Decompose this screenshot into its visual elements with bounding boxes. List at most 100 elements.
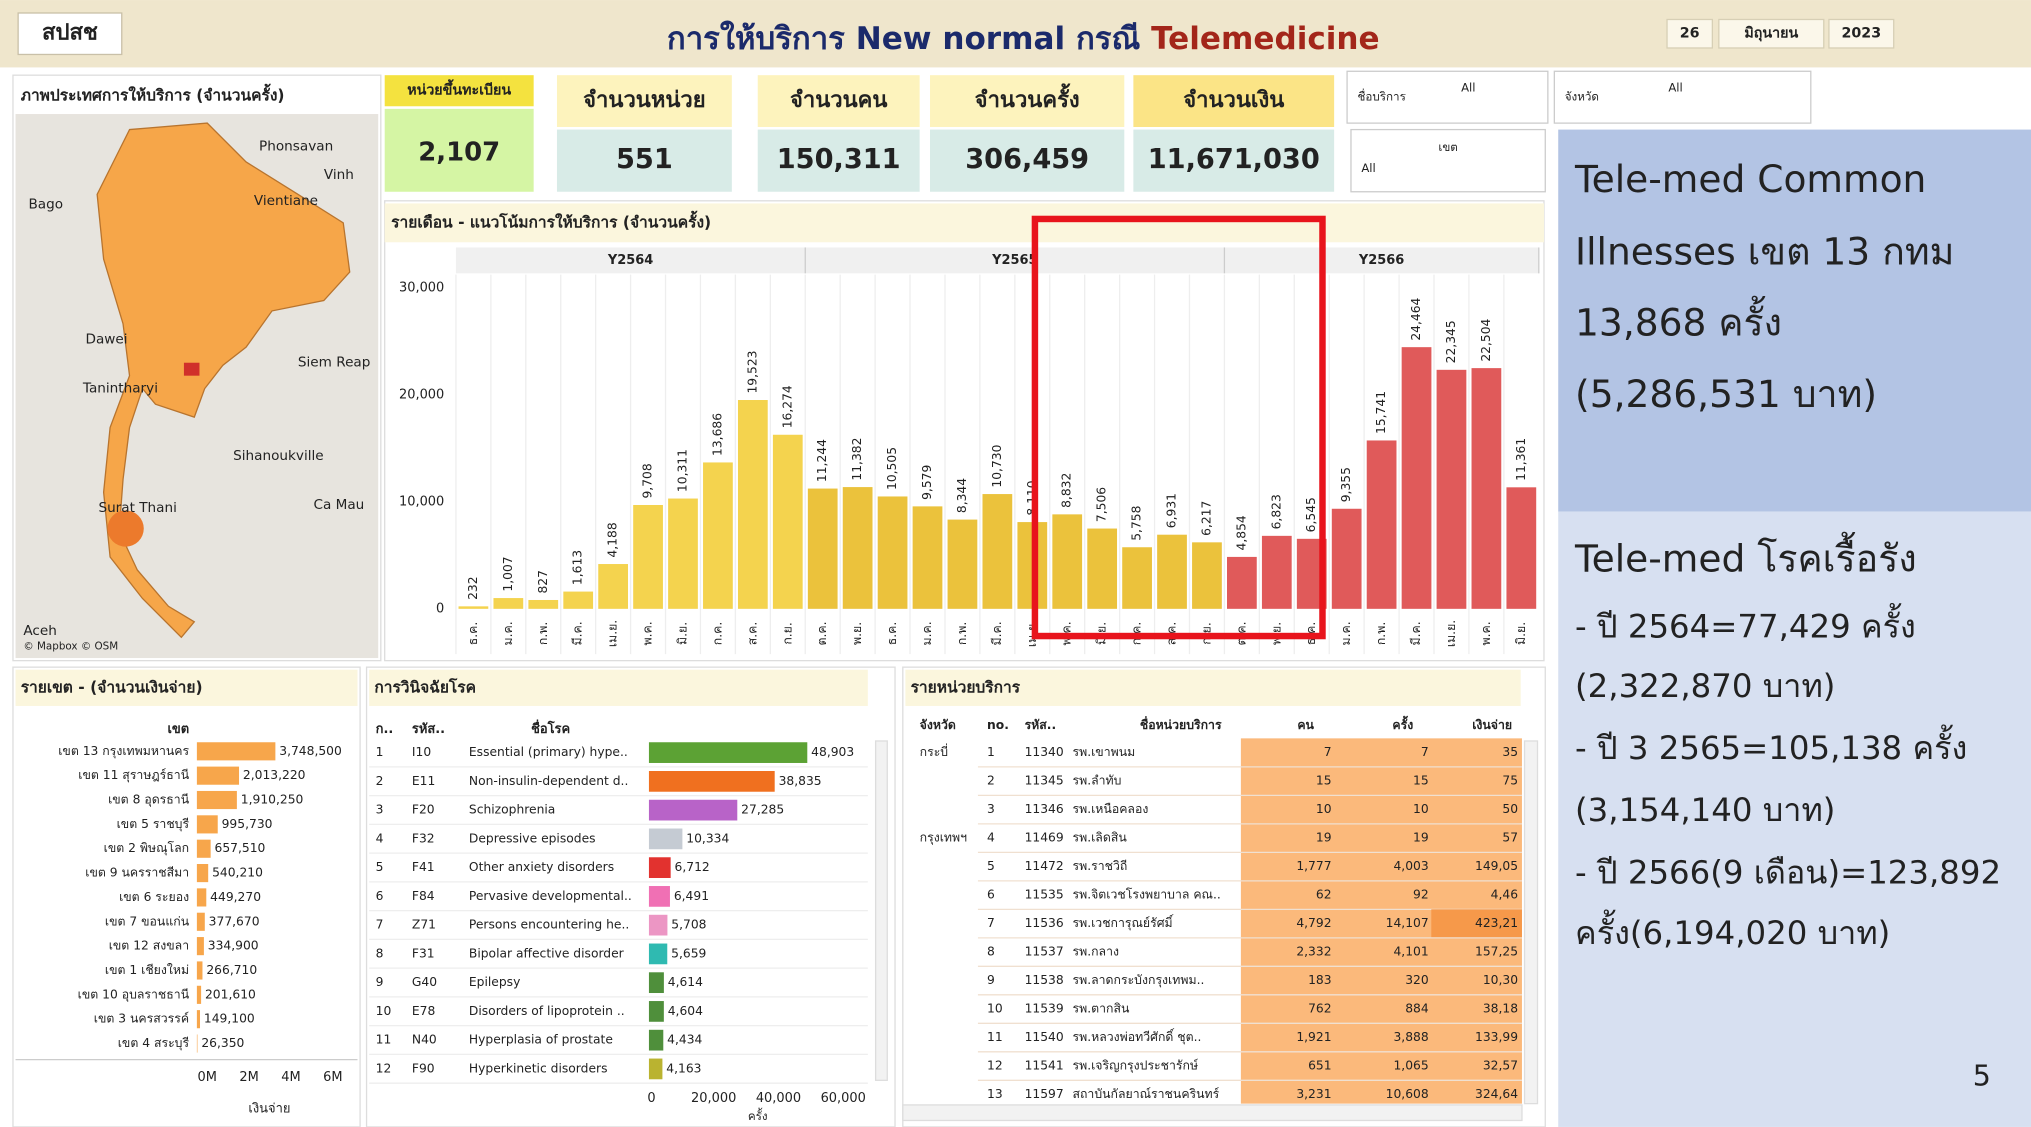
bar-value-label: 2,013,220 xyxy=(243,768,306,782)
bar-value-label: 6,217 xyxy=(1199,501,1213,536)
bar-value-label: 11,382 xyxy=(850,438,864,481)
map-place: Ca Mau xyxy=(313,497,364,513)
code: F41 xyxy=(412,860,435,874)
rank: 4 xyxy=(376,831,384,845)
filter-value: All xyxy=(1361,161,1375,175)
table-cell: 11 xyxy=(987,1030,1003,1044)
diagnosis-label: Other anxiety disorders xyxy=(469,860,614,874)
kpi-label: จำนวนคน xyxy=(790,88,887,113)
bar-value-label: 5,659 xyxy=(671,946,706,960)
code: F90 xyxy=(412,1061,435,1075)
page-number: 5 xyxy=(1973,1060,1991,1093)
map-place: Aceh xyxy=(23,623,57,639)
bar xyxy=(528,599,559,609)
table-cell: รพ.กลาง xyxy=(1072,945,1119,959)
bar-value-label: 22,345 xyxy=(1444,320,1458,363)
x-tick-label: มี.ค. xyxy=(571,621,585,645)
bar xyxy=(196,864,209,883)
column-header: เงินจ่าย xyxy=(1472,718,1512,732)
table-cell: 11537 xyxy=(1025,945,1064,959)
bar-value-label: 4,163 xyxy=(666,1061,701,1075)
bar xyxy=(772,434,803,609)
table-cell: รพ.เหนือคลอง xyxy=(1072,802,1148,816)
group-label: Y2566 xyxy=(1358,253,1404,268)
bar xyxy=(877,496,908,609)
x-tick-label: 2M xyxy=(239,1070,258,1085)
scrollbar xyxy=(874,740,888,1081)
bar xyxy=(842,487,873,609)
bar-value-label: 5,758 xyxy=(1130,506,1144,541)
code: F84 xyxy=(412,889,435,903)
side-panel-top xyxy=(1558,129,2031,512)
map-place: Dawei xyxy=(85,331,127,347)
table-cell: 2,332 xyxy=(1296,945,1331,959)
table-cell: 11472 xyxy=(1025,859,1064,873)
rank: 1 xyxy=(376,745,384,759)
side-text: 13,868 ครั้ง xyxy=(1575,296,1782,345)
bar xyxy=(648,886,670,907)
kpi-header xyxy=(930,75,1125,127)
bar xyxy=(807,488,838,609)
kpi-label: จำนวนครั้ง xyxy=(975,83,1080,113)
bar xyxy=(633,504,663,609)
bar xyxy=(196,961,203,980)
kpi-header xyxy=(1133,75,1335,127)
bar xyxy=(1157,534,1187,609)
table-cell: 11540 xyxy=(1025,1030,1064,1044)
table-cell: 19 xyxy=(1413,831,1429,845)
kpi-value: 11,671,030 xyxy=(1148,144,1320,175)
bar-value-label: 24,464 xyxy=(1409,297,1423,340)
column-header: คน xyxy=(1297,718,1314,732)
code: E11 xyxy=(412,774,435,788)
kpi-label: หน่วยขึ้นทะเบียน xyxy=(407,79,511,99)
table-cell: กรุงเทพฯ xyxy=(920,831,967,846)
side-text: - ปี 2564=77,429 ครั้ง xyxy=(1575,602,1916,645)
date-box xyxy=(1666,18,1714,49)
bar-value-label: 6,545 xyxy=(1304,497,1318,532)
diagnosis-label: Persons encountering he.. xyxy=(469,918,629,932)
table-cell: 133,99 xyxy=(1475,1030,1518,1044)
table-cell: 19 xyxy=(1316,831,1332,845)
table-cell: 7 xyxy=(1324,745,1332,759)
bar xyxy=(1122,547,1152,609)
filter-box[interactable] xyxy=(1553,70,1812,124)
bar-value-label: 1,613 xyxy=(571,550,585,585)
date-day: 26 xyxy=(1680,26,1700,42)
bar-value-label: 5,708 xyxy=(671,918,706,932)
bar xyxy=(1087,528,1118,609)
table-cell: 14,107 xyxy=(1386,916,1429,930)
kpi-value: 306,459 xyxy=(965,144,1089,175)
filter-box[interactable] xyxy=(1350,128,1546,193)
region-label: เขต 7 ขอนแก่น xyxy=(105,914,190,928)
map-place: Bago xyxy=(28,197,63,213)
column-header: ก.. xyxy=(376,722,394,737)
bar xyxy=(648,914,668,936)
filter-box[interactable] xyxy=(1346,70,1549,124)
bar xyxy=(458,606,489,609)
kpi-header xyxy=(757,75,920,127)
table-cell: 11345 xyxy=(1025,774,1064,788)
bar-value-label: 26,350 xyxy=(201,1036,244,1050)
side-text: Illnesses เขต 13 กทม xyxy=(1575,229,1954,273)
bar-value-label: 27,285 xyxy=(741,803,784,817)
diagnosis-label: Epilepsy xyxy=(469,975,520,989)
bar-value-label: 4,604 xyxy=(668,1004,703,1018)
table-cell: สถาบันกัลยาณ์ราชนครินทร์ xyxy=(1072,1087,1219,1101)
table-cell: 35 xyxy=(1502,745,1518,759)
column-header: รหัส.. xyxy=(412,722,445,737)
bar-value-label: 38,835 xyxy=(779,774,822,788)
table-cell: 4,003 xyxy=(1393,859,1428,873)
table-cell: 6 xyxy=(987,888,995,902)
bar xyxy=(196,790,237,810)
bar xyxy=(912,506,943,609)
bar-value-label: 4,434 xyxy=(667,1033,702,1047)
y-tick-label: 20,000 xyxy=(399,387,444,402)
column-header: no. xyxy=(987,718,1009,732)
table-cell: 3,231 xyxy=(1296,1087,1331,1101)
code: F31 xyxy=(412,946,435,960)
table-cell: 15 xyxy=(1413,774,1429,788)
bar xyxy=(648,1029,664,1051)
kpi-body xyxy=(384,108,534,192)
bar xyxy=(648,771,775,792)
country-shape xyxy=(96,122,351,639)
